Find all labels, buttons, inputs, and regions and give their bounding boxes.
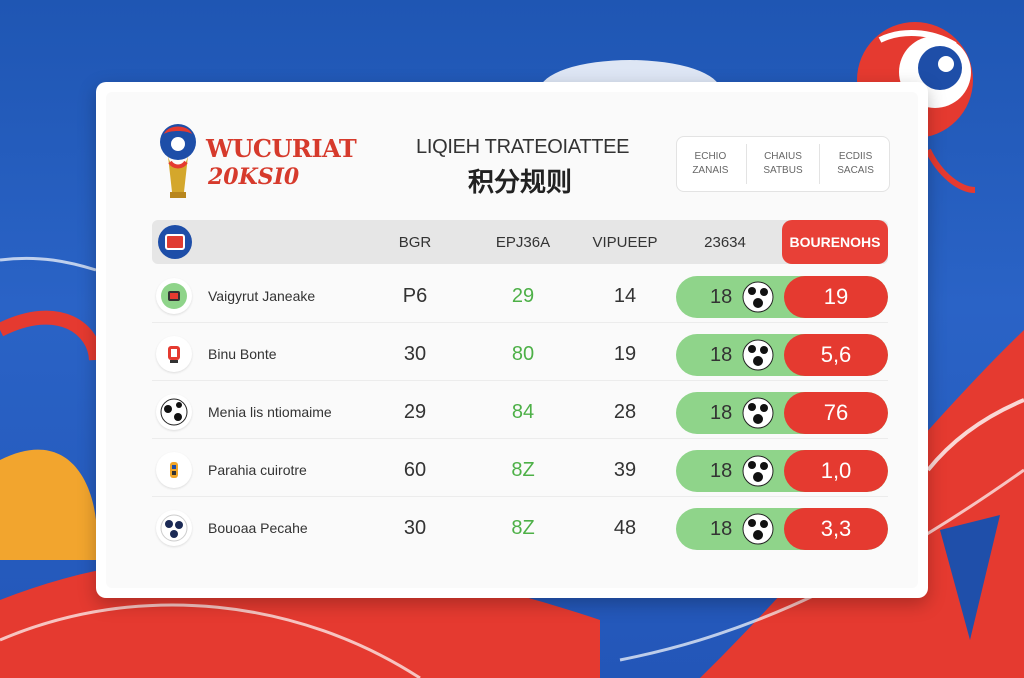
score-pill: 18 1,0 — [676, 450, 888, 492]
standings-card: WUCURIAT 20KSI0 LIQIEH TRATEOIATTEE 积分规则… — [96, 82, 928, 598]
row-cell-1: 30 — [403, 343, 427, 365]
top-tab-group: ECHIO ZANAIS CHAIUS SATBUS ECDIIS SACAIS — [676, 136, 890, 192]
row-cell-2: 84 — [511, 401, 535, 423]
top-tab-2[interactable]: CHAIUS SATBUS — [752, 150, 814, 178]
soccer-ball-icon — [742, 513, 774, 545]
team-name: Menia lis ntiomaime — [208, 404, 332, 420]
top-tab-line2: ZANAIS — [692, 165, 729, 176]
pill-value: 18 — [710, 460, 733, 482]
soccer-ball-icon — [742, 339, 774, 371]
row-cell-3: 39 — [613, 459, 637, 481]
green-flag-icon — [156, 278, 192, 314]
pill-value: 18 — [710, 344, 733, 366]
table-menu-icon[interactable] — [158, 225, 192, 259]
row-cell-1: 30 — [403, 517, 427, 539]
soccer-ball-icon — [742, 281, 774, 313]
row-cell-3: 28 — [613, 401, 637, 423]
table-row[interactable]: Binu Bonte 30 80 19 18 5,6 — [152, 330, 888, 381]
card-body: WUCURIAT 20KSI0 LIQIEH TRATEOIATTEE 积分规则… — [106, 92, 918, 588]
row-cell-2: 29 — [511, 285, 535, 307]
tab-divider — [746, 144, 748, 184]
page-subtitle: 积分规则 — [468, 167, 573, 197]
world-cup-trophy-logo — [160, 124, 196, 198]
team-name: Vaigyrut Janeake — [208, 288, 316, 304]
soccer-ball-icon — [742, 397, 774, 429]
pill-value: 18 — [710, 518, 733, 540]
navy-ball-icon — [156, 510, 192, 546]
row-cell-3: 14 — [613, 285, 637, 307]
team-name: Parahia cuirotre — [208, 462, 307, 478]
column-header-3[interactable]: VIPUEEP — [592, 234, 658, 251]
soccer-ball-icon — [742, 455, 774, 487]
pill-value: 18 — [710, 402, 733, 424]
row-cell-3: 19 — [613, 343, 637, 365]
team-name: Binu Bonte — [208, 346, 277, 362]
table-row[interactable]: Bouoaa Pecahe 30 8Z 48 18 3,3 — [152, 504, 888, 554]
table-header: BGR EPJ36A VIPUEEP 23634 BOURENOHS — [152, 220, 888, 264]
row-cell-1: P6 — [402, 285, 428, 307]
soccer-ball-team-icon — [156, 394, 192, 430]
score-value: 76 — [784, 392, 888, 434]
red-cup-icon — [156, 336, 192, 372]
score-value: 19 — [784, 276, 888, 318]
team-name: Bouoaa Pecahe — [208, 520, 308, 536]
brand-year: 20KSI0 — [208, 164, 300, 190]
pill-value: 18 — [710, 286, 733, 308]
score-value: 5,6 — [784, 334, 888, 376]
row-cell-2: 80 — [511, 343, 535, 365]
score-pill: 18 19 — [676, 276, 888, 318]
row-cell-2: 8Z — [511, 517, 535, 539]
tab-divider — [818, 144, 820, 184]
row-cell-2: 8Z — [511, 459, 535, 481]
column-header-2[interactable]: EPJ36A — [495, 234, 551, 251]
score-value: 1,0 — [784, 450, 888, 492]
row-cell-1: 29 — [403, 401, 427, 423]
row-cell-1: 60 — [403, 459, 427, 481]
column-header-1[interactable]: BGR — [398, 234, 432, 251]
top-tab-line2: SACAIS — [837, 165, 874, 176]
top-tab-line1: ECDIIS — [838, 151, 873, 162]
top-tab-line2: SATBUS — [763, 165, 803, 176]
column-header-4[interactable]: 23634 — [704, 234, 746, 251]
brand-title: WUCURIAT — [206, 134, 357, 163]
top-tab-line1: ECHIO — [694, 151, 727, 162]
table-row[interactable]: Menia lis ntiomaime 29 84 28 18 76 — [152, 388, 888, 439]
table-row[interactable]: Vaigyrut Janeake P6 29 14 18 19 — [152, 272, 888, 323]
score-value: 3,3 — [784, 508, 888, 550]
top-tab-1[interactable]: ECHIO ZANAIS — [679, 150, 741, 178]
column-header-highlight[interactable]: BOURENOHS — [782, 220, 888, 264]
score-pill: 18 76 — [676, 392, 888, 434]
row-cell-3: 48 — [613, 517, 637, 539]
table-row[interactable]: Parahia cuirotre 60 8Z 39 18 1,0 — [152, 446, 888, 497]
gold-badge-icon — [156, 452, 192, 488]
top-tab-3[interactable]: ECDIIS SACAIS — [825, 150, 887, 178]
top-tab-line1: CHAIUS — [764, 151, 802, 162]
score-pill: 18 5,6 — [676, 334, 888, 376]
score-pill: 18 3,3 — [676, 508, 888, 550]
page-title: LIQIEH TRATEOIATTEE — [416, 136, 630, 158]
